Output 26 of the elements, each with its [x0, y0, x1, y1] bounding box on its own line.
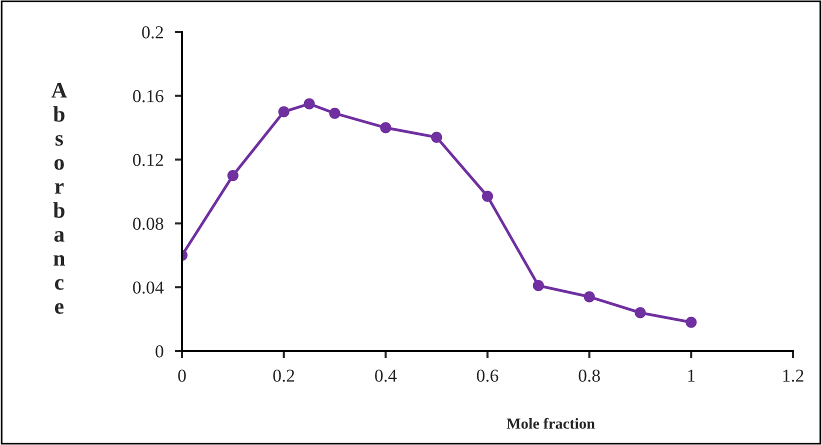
point: [634, 307, 646, 318]
x-tick-label: 0.8: [578, 370, 600, 382]
point: [532, 280, 544, 292]
y-tick-label: 0.2: [142, 26, 163, 39]
x-tick-label: 0.6: [476, 370, 498, 382]
y-tick-label: 0.08: [133, 218, 164, 230]
y-tick-label: 0.04: [133, 281, 164, 294]
x-tick-label: 1.2: [783, 370, 804, 382]
point: [431, 132, 442, 143]
point: [482, 190, 494, 202]
point: [227, 170, 238, 182]
x-tick-label: 1: [688, 370, 695, 382]
x-axis-title: Mole fraction: [506, 418, 595, 429]
x-tick-label: 0: [178, 370, 186, 382]
point: [686, 316, 697, 328]
text: Absorbance: [51, 82, 68, 314]
y-tick-label: 0: [156, 345, 164, 358]
x-tick-label: 0.2: [273, 370, 294, 382]
point: [304, 98, 315, 110]
point: [380, 122, 392, 134]
point: [584, 291, 595, 302]
y-tick-label: 0.12: [133, 154, 163, 166]
y-tick-label: 0.16: [133, 90, 164, 102]
point: [278, 106, 290, 118]
x-tick-label: 0.4: [375, 370, 397, 382]
point: [329, 108, 340, 119]
